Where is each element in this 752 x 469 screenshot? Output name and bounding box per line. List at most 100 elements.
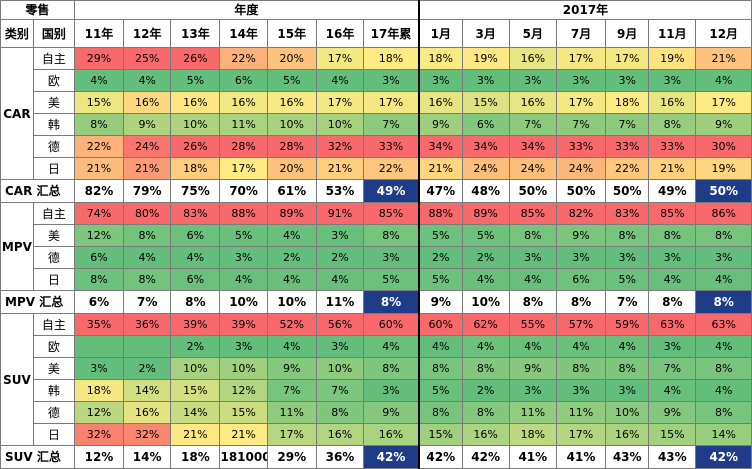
share-cell: 8% [418,401,463,424]
column-header: 11年 [73,19,125,48]
category-label: SUV [0,313,34,446]
total-cell: 8% [363,290,420,314]
share-cell: 12% [73,224,125,247]
total-cell: 48% [461,179,510,203]
total-cell: 43% [605,445,650,469]
total-cell: 7% [123,290,172,314]
share-cell: 8% [695,224,752,247]
share-cell: 18% [73,379,125,402]
retail-header: 零售 [0,0,75,20]
total-cell: 50% [695,179,752,203]
share-cell: 4% [695,268,752,291]
share-cell: 2% [461,379,510,402]
header-row-2: 类别 国别 11年 12年 13年 14年 15年 16年 17年累 1月 3月 5月 7月 9月 11… [0,19,752,48]
share-cell: 9% [508,357,557,380]
total-cell: 8% [648,290,697,314]
share-cell: 6% [73,246,125,269]
share-cell: 24% [508,157,557,180]
share-cell: 2% [170,335,221,358]
share-cell: 17% [695,91,752,114]
column-header: 7月 [555,19,607,48]
year-group-header: 年度 [73,0,420,20]
share-cell: 22% [605,157,650,180]
total-cell: 29% [266,445,317,469]
share-cell: 3% [605,379,650,402]
share-cell: 3% [418,69,463,92]
share-cell: 3% [508,69,557,92]
table-row: 美 3% 2% 10% 10% 9% 10% 8% 8% 8% 9% 8% 8% 7% 8% [1,357,752,380]
share-cell: 7% [266,379,317,402]
share-cell: 15% [73,91,125,114]
total-cell: 42% [418,445,463,469]
share-cell: 21% [123,157,172,180]
share-cell: 3% [461,69,510,92]
total-cell: 41% [555,445,607,469]
share-cell: 10% [219,357,268,380]
share-cell: 6% [170,224,221,247]
share-cell: 85% [363,202,420,225]
share-cell: 10% [605,401,650,424]
share-cell: 16% [648,91,697,114]
share-cell: 22% [363,157,420,180]
share-cell: 4% [219,268,268,291]
share-cell: 33% [605,135,650,158]
share-cell: 5% [605,268,650,291]
share-cell: 3% [315,224,365,247]
share-cell: 9% [648,401,697,424]
share-cell: 8% [695,357,752,380]
share-cell: 28% [219,135,268,158]
share-cell: 5% [266,69,317,92]
share-cell: 7% [363,113,420,136]
category-label: CAR [0,47,34,180]
share-cell: 24% [461,157,510,180]
share-cell: 10% [170,113,221,136]
share-cell: 3% [219,246,268,269]
share-cell: 16% [219,91,268,114]
share-cell: 4% [695,335,752,358]
share-cell: 22% [73,135,125,158]
share-cell: 36% [123,313,172,336]
share-cell: 2% [461,246,510,269]
share-cell: 4% [266,268,317,291]
country-label: 欧 [32,69,75,92]
total-cell: 8% [555,290,607,314]
total-cell: 42% [461,445,510,469]
share-cell: 26% [170,47,221,70]
share-cell: 15% [648,423,697,446]
share-cell: 3% [508,246,557,269]
category-header: 类别 [0,19,34,48]
share-cell: 8% [363,357,420,380]
share-cell: 2% [123,357,172,380]
share-cell: 60% [363,313,420,336]
share-cell: 86% [695,202,752,225]
total-cell: 8% [508,290,557,314]
share-cell: 6% [555,268,607,291]
share-cell: 21% [219,423,268,446]
share-cell: 8% [418,357,463,380]
share-cell: 3% [219,335,268,358]
total-cell: 8% [170,290,221,314]
share-cell: 39% [219,313,268,336]
country-label: 日 [32,268,75,291]
share-cell: 3% [508,379,557,402]
share-cell: 15% [170,379,221,402]
column-header: 12月 [695,19,752,48]
share-cell: 2% [315,246,365,269]
share-cell: 20% [266,47,317,70]
share-cell: 5% [461,224,510,247]
share-cell: 80% [123,202,172,225]
share-cell: 8% [461,401,510,424]
share-cell: 32% [73,423,125,446]
share-cell: 12% [219,379,268,402]
share-cell: 85% [508,202,557,225]
total-cell: 47% [418,179,463,203]
share-cell: 17% [555,423,607,446]
table-row: SUV 自主 35% 36% 39% 39% 52% 56% 60% 60% 62% 55% 57% 59… [0,313,752,446]
share-cell: 83% [170,202,221,225]
column-header: 11月 [648,19,697,48]
share-cell: 4% [461,335,510,358]
share-cell: 8% [461,357,510,380]
column-header: 12年 [123,19,172,48]
share-cell: 3% [363,69,420,92]
share-cell: 3% [555,69,607,92]
